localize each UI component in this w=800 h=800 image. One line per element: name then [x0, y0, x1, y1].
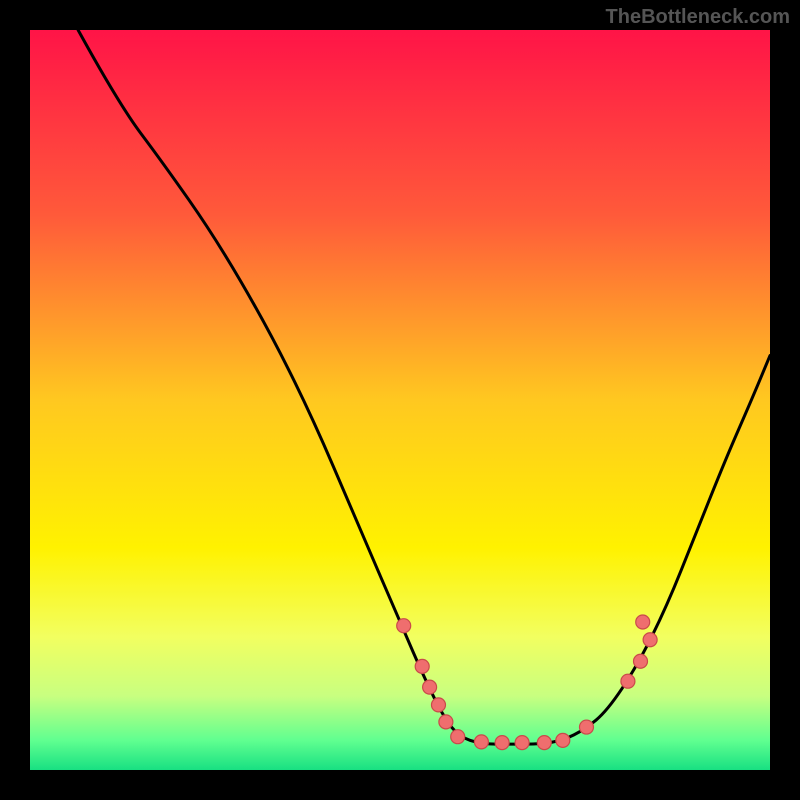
data-marker — [579, 720, 593, 734]
chart-background — [30, 30, 770, 770]
data-marker — [634, 654, 648, 668]
data-marker — [397, 619, 411, 633]
data-marker — [556, 733, 570, 747]
data-marker — [537, 736, 551, 750]
data-marker — [621, 674, 635, 688]
data-marker — [439, 715, 453, 729]
chart-container — [30, 30, 770, 770]
watermark-text: TheBottleneck.com — [606, 6, 790, 29]
data-marker — [451, 730, 465, 744]
data-marker — [515, 736, 529, 750]
data-marker — [643, 633, 657, 647]
data-marker — [423, 680, 437, 694]
data-marker — [415, 659, 429, 673]
bottleneck-chart — [30, 30, 770, 770]
data-marker — [495, 736, 509, 750]
data-marker — [636, 615, 650, 629]
data-marker — [431, 698, 445, 712]
data-marker — [474, 735, 488, 749]
